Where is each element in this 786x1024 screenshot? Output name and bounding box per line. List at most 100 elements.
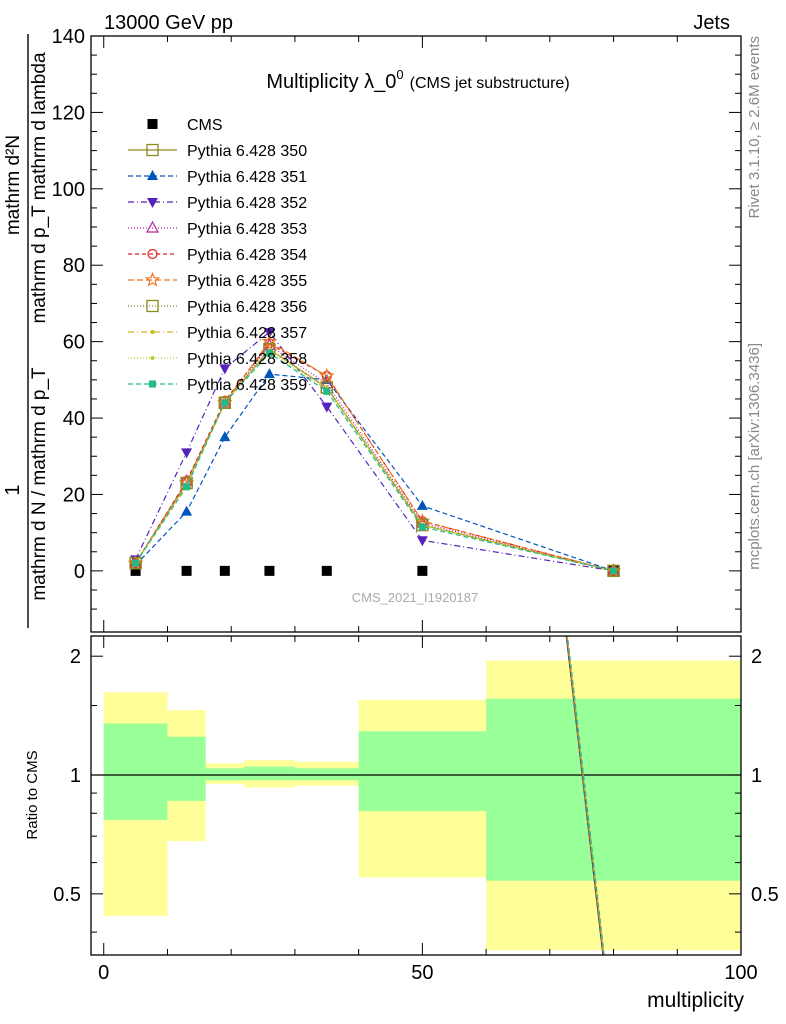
y-tick-label-6: 120 [52,102,85,124]
series-5-point-4 [319,367,335,383]
series-1-point-5 [416,499,428,510]
cms-point-0 [130,565,141,576]
legend-marker-2 [147,198,158,208]
collision-label: 13000 GeV pp [104,12,233,34]
chart-title-sup: 0 [396,67,403,82]
legend: CMS Pythia 6.428 350 Pythia 6.428 351 Pythi… [128,117,307,394]
main-plot-panel: 0 20 40 60 80 100 120 140 CMS_2021_I1920187 Mul… [52,26,742,633]
x-axis-label: multiplicity [647,989,744,1012]
series-1 [130,368,620,575]
ratio-tick-label-left-1: 1 [70,765,81,787]
series-9-point-4 [323,387,331,395]
legend-marker-1 [147,170,158,180]
series-5-point-3 [261,333,278,349]
inner-band-6 [486,698,741,881]
y-tick-label-4: 80 [63,255,85,277]
series-2-point-1 [181,448,193,459]
series-6-point-6 [607,564,620,578]
chart-title-suffix: (CMS jet substructure) [410,75,570,92]
ratio-tick-label-left-0: 0.5 [53,884,81,906]
legend-label-6: Pythia 6.428 356 [187,299,307,316]
y-tick-label-5: 100 [52,179,85,201]
legend-label-4: Pythia 6.428 354 [187,247,307,264]
y-label-numerator: mathrm d²N [3,135,24,235]
y-label-lead-denominator: mathrm d N / mathrm d p_T [29,367,50,601]
y-tick-label-1: 20 [63,484,85,506]
y-tick-label-0: 0 [74,561,85,583]
watermark: CMS_2021_I1920187 [352,590,479,605]
inner-band-1 [167,736,206,801]
legend-cms-label: CMS [187,117,223,134]
rivet-label: Rivet 3.1.10, ≥ 2.6M events [746,36,763,219]
legend-marker-5 [144,271,161,287]
y-tick-label-3: 60 [63,332,85,354]
series-6-point-2 [218,396,231,409]
series-9-point-3 [265,349,273,357]
inner-band-3 [243,766,295,781]
chart-title: Multiplicity λ_00 (CMS jet substructure) [266,67,569,93]
main-data-marks [127,328,622,578]
series-9-point-2 [221,399,229,407]
ratio-data-marks [91,636,741,955]
legend-marker-4 [147,248,158,260]
ratio-line-7 [566,636,605,955]
series-2-point-3 [263,328,275,339]
legend-cms-marker [147,119,158,129]
inner-band-2 [205,768,244,781]
y-label-lead: 1 [2,484,24,495]
cms-point-1 [181,565,192,576]
series-9-point-0 [132,559,140,567]
mcplots-label: mcplots.cern.ch [arXiv:1306.3436] [746,343,763,570]
x-tick-label-1: 50 [411,962,433,984]
series-3-line [135,344,614,572]
ratio-axes: 0.5 0.5 1 1 2 2 0 50 100 [53,635,779,984]
legend-label-0: Pythia 6.428 350 [187,143,307,160]
legend-label-1: Pythia 6.428 351 [187,169,307,186]
legend-marker-6 [146,299,159,313]
ratio-plot-panel: 0.5 0.5 1 1 2 2 0 50 100 [53,635,779,984]
inner-band-0 [103,723,168,820]
x-tick-label-2: 100 [724,962,757,984]
legend-label-9: Pythia 6.428 359 [187,377,307,394]
series-2-point-4 [321,402,333,413]
main-axes: 0 20 40 60 80 100 120 140 [52,26,742,633]
series-9-point-5 [418,523,426,531]
series-6-point-5 [416,518,429,532]
series-2-point-5 [416,536,428,547]
inner-band-4 [294,768,359,781]
legend-marker-3 [145,220,160,233]
y-tick-label-7: 140 [52,26,85,48]
ratio-line-8 [566,636,605,955]
ratio-mc-lines [565,636,605,955]
cms-point-5 [417,565,428,576]
ratio-tick-label-right-0: 0.5 [751,884,779,906]
chart-title-main: Multiplicity λ_0 [266,71,396,93]
series-1-point-1 [181,505,193,516]
legend-label-2: Pythia 6.428 352 [187,195,307,212]
y-axis-label: 1 mathrm d²N mathrm d N / mathrm d p_T m… [2,34,50,628]
legend-marker-9 [149,380,156,388]
cms-point-4 [321,565,332,576]
legend-label-5: Pythia 6.428 355 [187,273,307,290]
x-tick-label-0: 0 [98,962,109,984]
ratio-frame [90,635,742,956]
ratio-tick-label-right-2: 2 [751,646,762,668]
ratio-y-label: Ratio to CMS [24,750,41,839]
inner-band-5 [358,731,487,812]
legend-marker-0 [146,143,159,157]
y-tick-label-2: 40 [63,408,85,430]
main-frame [90,35,742,633]
series-2-point-2 [219,364,231,375]
ratio-tick-label-right-1: 1 [751,765,762,787]
series-6-point-0 [129,557,142,570]
cms-point-2 [219,565,230,576]
legend-label-7: Pythia 6.428 357 [187,325,307,342]
process-label: Jets [693,12,730,34]
series-9 [132,349,618,575]
cms-point-3 [264,565,275,576]
series-9-point-1 [183,483,191,491]
ratio-tick-label-left-2: 2 [70,646,81,668]
y-label-denominator: mathrm d p_T mathrm d lambda [29,52,50,323]
series-9-point-6 [610,567,618,575]
